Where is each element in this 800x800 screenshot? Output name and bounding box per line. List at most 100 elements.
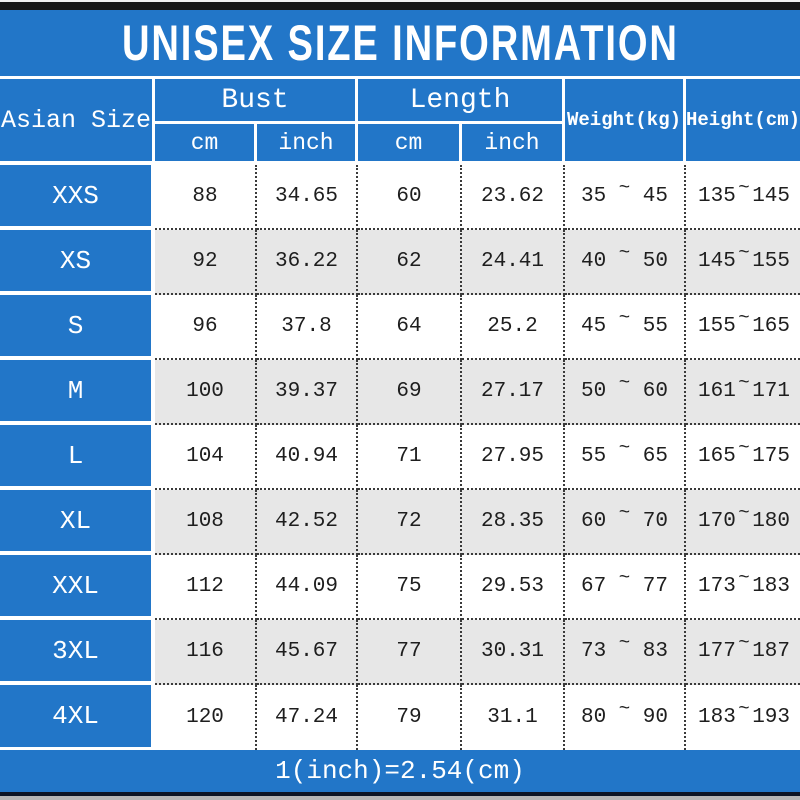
bust-inch-cell: 47.24 [257,685,358,750]
weight-max-value: 65 [642,445,668,468]
size-label-cell: XL [0,490,155,555]
height-min-value: 177 [698,640,736,663]
height-min-value: 145 [698,250,736,273]
size-label-cell: 4XL [0,685,155,750]
tilde-symbol: ~ [618,306,631,329]
top-light-strip [0,0,800,2]
length-cm-cell: 62 [358,230,462,295]
height-min-value: 135 [698,185,736,208]
table-row: XXL 112 44.09 75 29.53 67 ~77 173 ~183 [0,555,800,620]
height-range-cell: 135 ~145 [686,165,800,230]
size-label-cell: XS [0,230,155,295]
height-min-value: 170 [698,510,736,533]
table-row: 3XL 116 45.67 77 30.31 73 ~83 177 ~187 [0,620,800,685]
weight-min-value: 35 [581,185,607,208]
height-max-value: 155 [752,250,790,273]
bust-cm-cell: 92 [155,230,257,295]
height-min-value: 161 [698,380,736,403]
column-header-length-inch: inch [462,124,565,161]
height-min-value: 183 [698,706,736,729]
tilde-symbol: ~ [618,176,631,199]
table-row: S 96 37.8 64 25.2 45 ~55 155 ~165 [0,295,800,360]
size-label-cell: S [0,295,155,360]
tilde-symbol: ~ [738,501,750,524]
tilde-symbol: ~ [738,371,750,394]
weight-max-value: 50 [642,250,668,273]
length-inch-cell: 30.31 [462,620,565,685]
weight-min-value: 73 [581,640,607,663]
table-row: XL 108 42.52 72 28.35 60 ~70 170 ~180 [0,490,800,555]
tilde-symbol: ~ [618,371,631,394]
weight-range-cell: 80 ~90 [565,685,686,750]
bust-inch-cell: 45.67 [257,620,358,685]
length-inch-cell: 23.62 [462,165,565,230]
height-max-value: 165 [752,315,790,338]
column-header-bust-inch: inch [257,124,358,161]
tilde-symbol: ~ [738,436,750,459]
table-row: XXS 88 34.65 60 23.62 35 ~45 135 ~145 [0,165,800,230]
weight-min-value: 45 [581,315,607,338]
height-max-value: 183 [752,575,790,598]
bust-cm-cell: 116 [155,620,257,685]
tilde-symbol: ~ [618,241,631,264]
length-inch-cell: 24.41 [462,230,565,295]
column-header-height: Height(cm) [685,109,800,131]
weight-max-value: 45 [642,185,668,208]
tilde-symbol: ~ [738,697,750,720]
bust-cm-cell: 104 [155,425,257,490]
height-min-value: 155 [698,315,736,338]
height-range-cell: 177 ~187 [686,620,800,685]
column-header-asian-size: Asian Size [0,79,155,161]
length-cm-cell: 69 [358,360,462,425]
conversion-note: 1(inch)=2.54(cm) [275,756,525,786]
title-band: UNISEX SIZE INFORMATION [0,10,800,76]
length-cm-cell: 75 [358,555,462,620]
weight-max-value: 77 [642,575,668,598]
bust-inch-cell: 40.94 [257,425,358,490]
tilde-symbol: ~ [738,241,750,264]
bust-cm-cell: 100 [155,360,257,425]
length-cm-cell: 79 [358,685,462,750]
weight-range-cell: 45 ~55 [565,295,686,360]
height-min-value: 173 [698,575,736,598]
tilde-symbol: ~ [618,697,631,720]
height-range-cell: 170 ~180 [686,490,800,555]
bust-cm-cell: 112 [155,555,257,620]
size-label-cell: XXL [0,555,155,620]
weight-range-cell: 55 ~65 [565,425,686,490]
column-group-bust: Bust [155,79,358,124]
column-header-length-cm: cm [358,124,462,161]
bust-cm-cell: 96 [155,295,257,360]
tilde-symbol: ~ [618,631,631,654]
weight-min-value: 80 [581,706,607,729]
weight-max-value: 90 [642,706,668,729]
length-cm-cell: 71 [358,425,462,490]
bottom-black-bar [0,792,800,796]
height-max-value: 145 [752,185,790,208]
weight-range-cell: 60 ~70 [565,490,686,555]
weight-min-value: 50 [581,380,607,403]
weight-max-value: 55 [642,315,668,338]
height-range-cell: 183 ~193 [686,685,800,750]
length-inch-cell: 28.35 [462,490,565,555]
height-max-value: 180 [752,510,790,533]
size-label-cell: L [0,425,155,490]
divider [0,76,800,79]
weight-range-cell: 35 ~45 [565,165,686,230]
table-row: L 104 40.94 71 27.95 55 ~65 165 ~175 [0,425,800,490]
tilde-symbol: ~ [738,176,750,199]
height-range-cell: 173 ~183 [686,555,800,620]
length-inch-cell: 25.2 [462,295,565,360]
bust-cm-cell: 88 [155,165,257,230]
height-range-cell: 165 ~175 [686,425,800,490]
weight-range-cell: 40 ~50 [565,230,686,295]
bust-inch-cell: 34.65 [257,165,358,230]
bust-cm-cell: 120 [155,685,257,750]
weight-range-cell: 50 ~60 [565,360,686,425]
length-inch-cell: 29.53 [462,555,565,620]
length-cm-cell: 64 [358,295,462,360]
bust-inch-cell: 36.22 [257,230,358,295]
table-row: 4XL 120 47.24 79 31.1 80 ~90 183 ~193 [0,685,800,750]
length-cm-cell: 60 [358,165,462,230]
